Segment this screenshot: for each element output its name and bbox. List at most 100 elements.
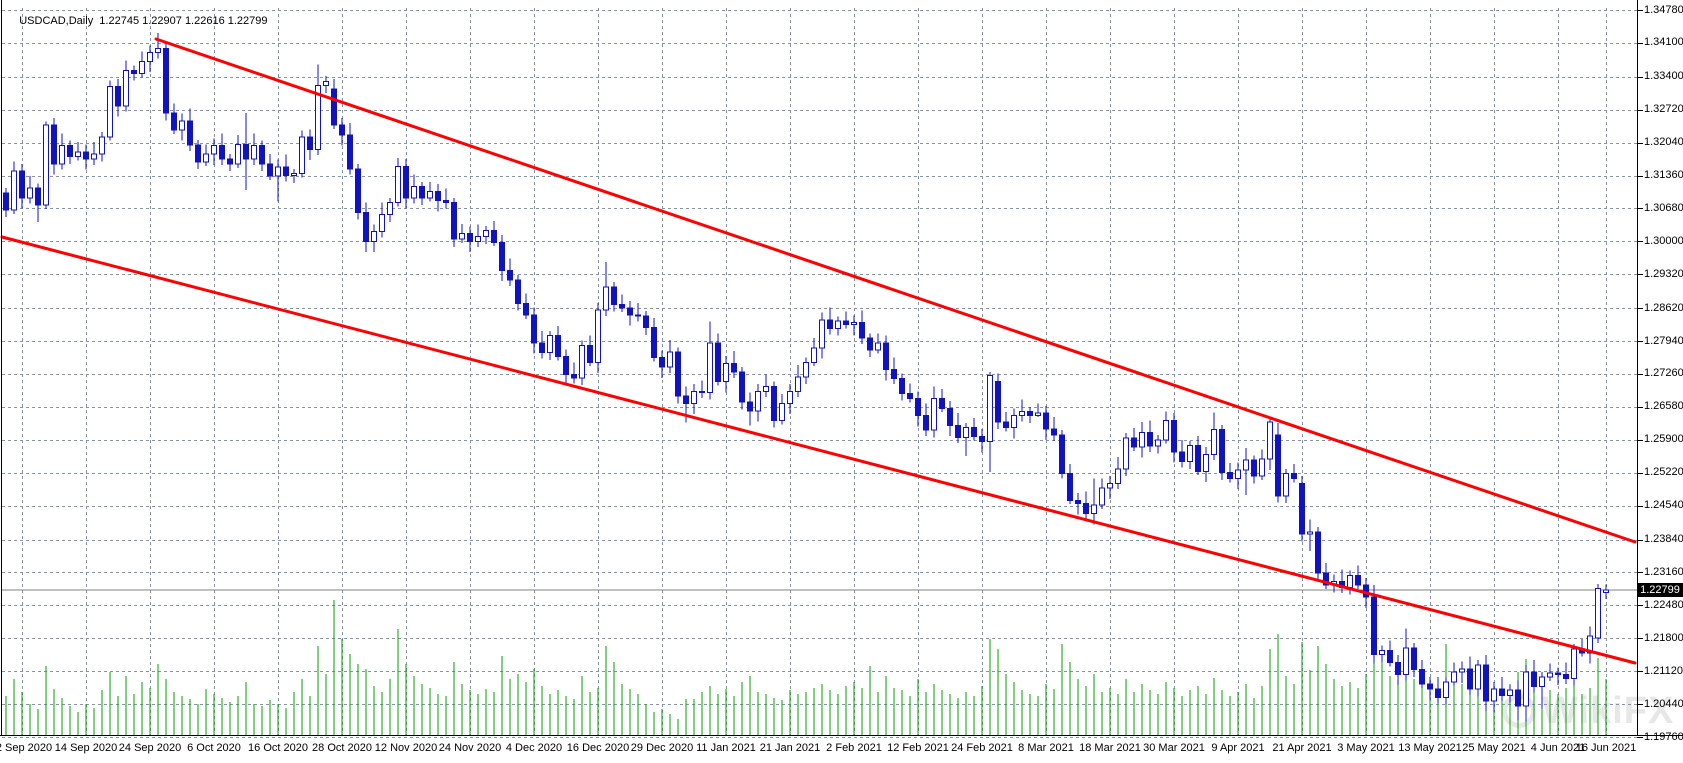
candle[interactable] [259,140,265,172]
candle[interactable] [1155,434,1161,454]
candle[interactable] [227,154,233,172]
candle[interactable] [1451,662,1457,686]
candle[interactable] [387,197,393,223]
candle[interactable] [411,174,417,204]
candle[interactable] [475,224,481,248]
candle[interactable] [163,43,169,121]
candle[interactable] [1379,645,1385,662]
candle[interactable] [531,307,537,354]
candle[interactable] [435,184,441,212]
candle[interactable] [43,121,49,209]
candle[interactable] [707,321,713,400]
candle[interactable] [819,312,825,359]
candle[interactable] [307,129,313,161]
candle[interactable] [107,80,113,141]
candle[interactable] [731,351,737,378]
candle[interactable] [995,373,1001,430]
candle[interactable] [651,317,657,362]
candle[interactable] [635,302,641,322]
candle[interactable] [803,357,809,385]
candle[interactable] [859,310,865,344]
candle[interactable] [59,133,65,170]
candle[interactable] [419,181,425,206]
candle[interactable] [611,282,617,312]
price-axis[interactable]: 1.34780 1.34100 1.33400 1.32720 1.32040 1.313… [1638,0,1683,743]
candle[interactable] [395,158,401,207]
candle[interactable] [1435,676,1441,704]
candle[interactable] [19,163,25,209]
candle[interactable] [747,392,753,426]
candle[interactable] [987,372,993,472]
candle[interactable] [795,364,801,398]
candle[interactable] [1019,399,1025,422]
candle[interactable] [1515,680,1521,721]
candle[interactable] [427,181,433,202]
candle[interactable] [27,176,33,204]
candle[interactable] [1227,463,1233,483]
candle[interactable] [851,315,857,336]
candle[interactable] [1267,419,1273,470]
candle[interactable] [51,117,57,175]
candle[interactable] [171,103,177,134]
candle[interactable] [899,373,905,401]
candle[interactable] [659,350,665,378]
candle[interactable] [1491,681,1497,712]
candle[interactable] [1467,656,1473,695]
candle[interactable] [219,133,225,165]
candle[interactable] [771,381,777,428]
candle[interactable] [627,300,633,326]
candle[interactable] [643,311,649,335]
candle[interactable] [779,393,785,425]
candle[interactable] [1307,519,1313,552]
candle[interactable] [203,144,209,166]
candle[interactable] [1571,644,1577,686]
candle[interactable] [1115,456,1121,490]
candle[interactable] [515,275,521,311]
candle[interactable] [1411,643,1417,677]
candle[interactable] [915,391,921,427]
candle[interactable] [1427,676,1433,700]
candle[interactable] [1091,478,1097,525]
candle[interactable] [91,142,97,165]
candle[interactable] [1283,468,1289,504]
candle[interactable] [251,133,257,165]
candle[interactable] [1403,628,1409,681]
candle[interactable] [195,140,201,170]
candlestick-series[interactable] [3,33,1609,722]
candle[interactable] [547,330,553,360]
candle[interactable] [723,356,729,393]
candle[interactable] [739,367,745,410]
candle[interactable] [1011,408,1017,439]
candle[interactable] [843,311,849,329]
candle[interactable] [1171,413,1177,463]
candle[interactable] [339,117,345,146]
candle[interactable] [963,422,969,456]
candle[interactable] [587,335,593,367]
candle[interactable] [1315,526,1321,581]
candle[interactable] [99,131,105,162]
candle[interactable] [979,429,985,453]
candle[interactable] [763,374,769,398]
candle[interactable] [619,294,625,313]
candle[interactable] [1195,435,1201,476]
candle[interactable] [571,362,577,384]
candle[interactable] [491,221,497,247]
candle[interactable] [283,154,289,182]
candle[interactable] [955,413,961,444]
candle[interactable] [1499,676,1505,702]
candle[interactable] [555,326,561,361]
candle[interactable] [1275,422,1281,503]
candle[interactable] [1163,411,1169,444]
candle[interactable] [1099,478,1105,510]
candle[interactable] [891,357,897,385]
candle[interactable] [451,197,457,248]
descending-channel-lower[interactable] [0,235,1637,665]
candle[interactable] [1603,584,1609,599]
candle[interactable] [715,333,721,386]
candle[interactable] [867,333,873,358]
candle[interactable] [923,403,929,436]
candle[interactable] [1203,447,1209,482]
candle[interactable] [1211,412,1217,461]
candle[interactable] [267,154,273,180]
